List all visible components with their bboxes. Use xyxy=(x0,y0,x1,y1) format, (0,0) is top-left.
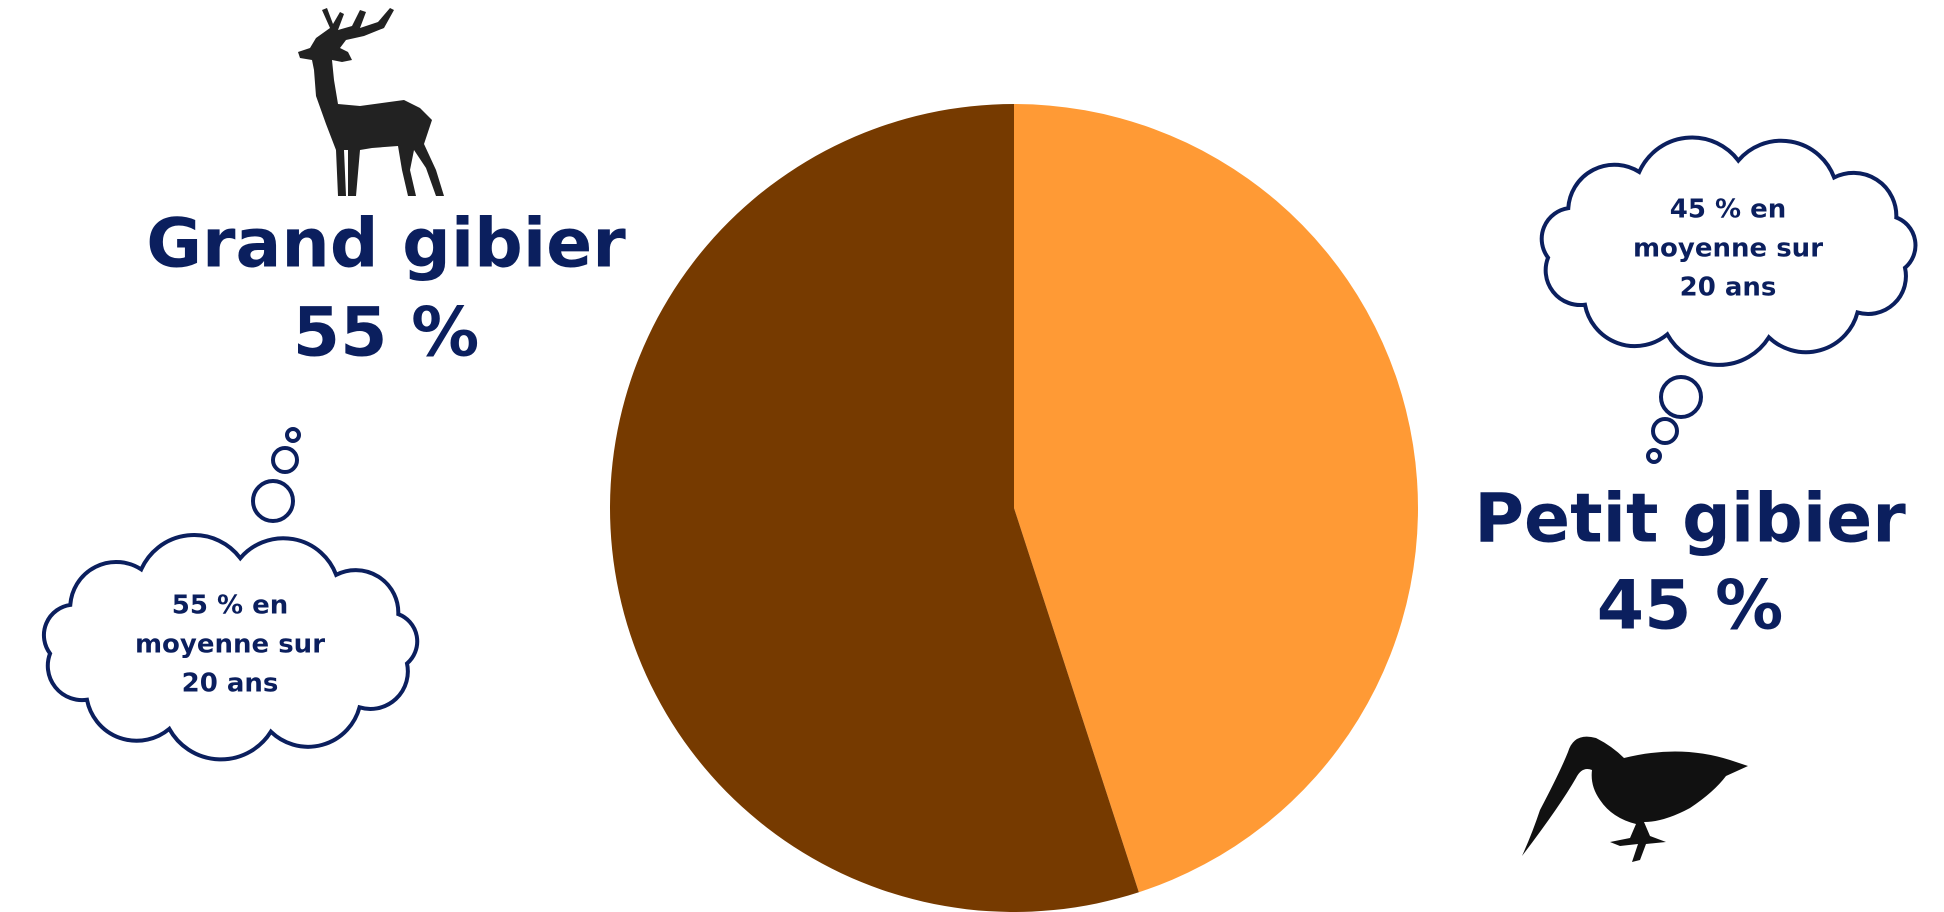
value-label: 55 % xyxy=(293,294,479,373)
thought-bubble xyxy=(285,427,301,443)
pie xyxy=(610,104,1418,912)
value-label: 45 % xyxy=(1597,567,1783,646)
thought-bubble xyxy=(271,446,299,474)
category-label: Grand gibier xyxy=(146,205,626,284)
bird-icon xyxy=(1522,736,1748,862)
labels: Petit gibier 45 % Grand gibier 55 % xyxy=(146,205,1906,646)
thought-bubble xyxy=(1651,417,1679,445)
thought-cloud xyxy=(1539,135,1918,367)
annotation-line: 20 ans xyxy=(182,669,279,699)
thought-bubble xyxy=(1659,375,1703,419)
thought-bubble xyxy=(1646,448,1662,464)
annotation-line: 20 ans xyxy=(1680,273,1777,303)
deer-icon xyxy=(298,8,444,196)
annotation-line: 45 % en xyxy=(1670,195,1786,225)
thought-bubble xyxy=(251,479,295,523)
clouds: 45 % en moyenne sur 20 ans 55 % en moyenne s… xyxy=(41,135,1918,762)
category-label: Petit gibier xyxy=(1474,480,1906,559)
annotation-line: 55 % en xyxy=(172,591,288,621)
pie-slice xyxy=(610,104,1139,912)
annotation-line: moyenne sur xyxy=(1633,234,1823,264)
thought-cloud xyxy=(41,533,420,762)
pie-slice xyxy=(1014,104,1418,893)
annotation-line: moyenne sur xyxy=(135,630,325,660)
